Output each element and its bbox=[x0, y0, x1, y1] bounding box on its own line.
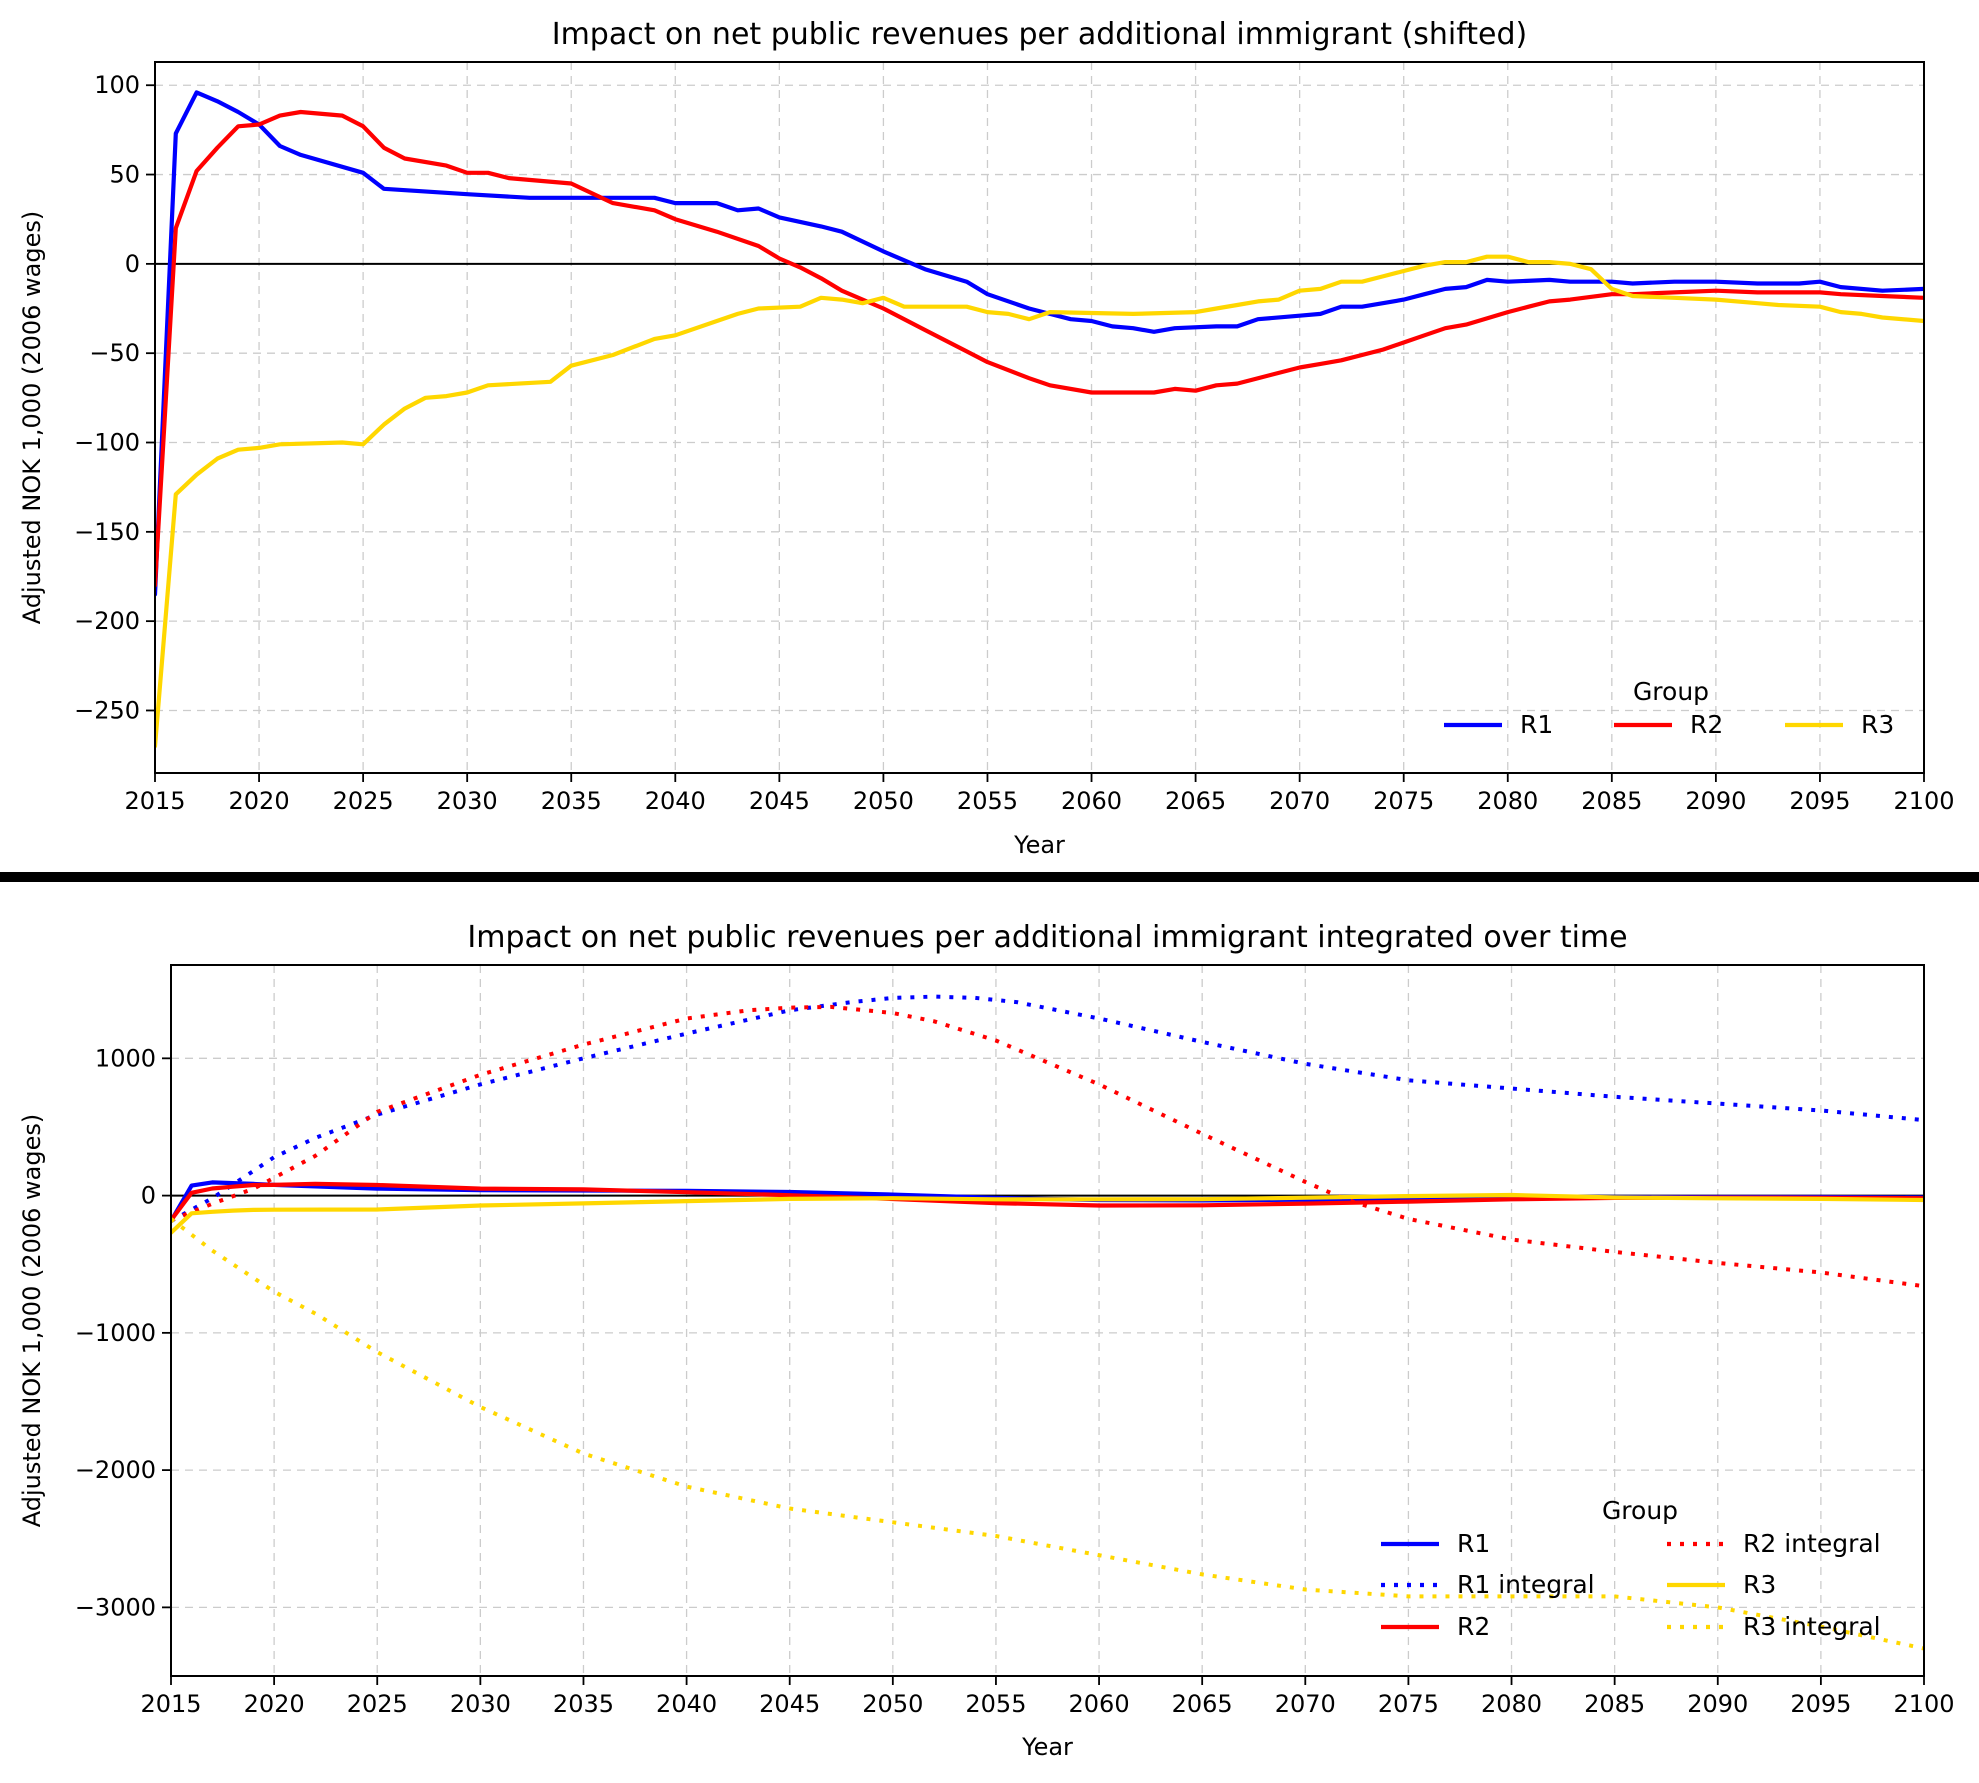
x-tick-label: 2055 bbox=[965, 1690, 1026, 1718]
x-tick-label: 2045 bbox=[759, 1690, 820, 1718]
x-tick-label: 2075 bbox=[1378, 1690, 1439, 1718]
x-tick-label: 2050 bbox=[853, 787, 914, 815]
x-tick-label: 2045 bbox=[749, 787, 810, 815]
x-tick-label: 2055 bbox=[957, 787, 1018, 815]
x-tick-label: 2085 bbox=[1584, 1690, 1645, 1718]
x-tick-label: 2070 bbox=[1275, 1690, 1336, 1718]
axes-frame bbox=[162, 964, 1925, 1685]
legend-label: R2 integral bbox=[1743, 1529, 1881, 1558]
x-tick-label: 2030 bbox=[437, 787, 498, 815]
y-tick-label: 1000 bbox=[95, 1044, 156, 1072]
x-tick-label: 2015 bbox=[124, 787, 185, 815]
series-line-r2 bbox=[155, 109, 1924, 588]
legend-title: Group bbox=[1602, 1496, 1678, 1525]
y-tick-label: −50 bbox=[89, 339, 140, 367]
series-line-r2 bbox=[171, 1181, 1924, 1223]
x-tick-label: 2025 bbox=[333, 787, 394, 815]
panel-separator bbox=[0, 872, 1979, 882]
y-tick-label: −150 bbox=[74, 518, 140, 546]
y-tick-label: −1000 bbox=[75, 1319, 156, 1347]
tick-labels: 2015 2020 2025 2030 2035 2040 2045 2050 2055 2060… bbox=[75, 1044, 1955, 1718]
x-tick-label: 2060 bbox=[1061, 787, 1122, 815]
chart-title: Impact on net public revenues per additi… bbox=[467, 920, 1627, 955]
legend-label: R3 bbox=[1861, 710, 1894, 739]
x-tick-label: 2095 bbox=[1789, 787, 1850, 815]
y-axis-label: Adjusted NOK 1,000 (2006 wages) bbox=[18, 211, 46, 624]
tick-labels: 2015 2020 2025 2030 2035 2040 2045 2050 2055 2060… bbox=[74, 71, 1954, 815]
y-tick-label: −250 bbox=[74, 696, 140, 724]
series-line-r3-integral bbox=[171, 1217, 1924, 1651]
grid-lines bbox=[154, 62, 1925, 773]
legend-label: R1 bbox=[1457, 1529, 1490, 1558]
x-tick-label: 2020 bbox=[244, 1690, 305, 1718]
y-tick-label: 0 bbox=[125, 250, 140, 278]
y-tick-label: 0 bbox=[141, 1182, 156, 1210]
series-line-r1-integral bbox=[171, 994, 1924, 1223]
series-line-r1 bbox=[155, 90, 1924, 597]
x-tick-label: 2060 bbox=[1069, 1690, 1130, 1718]
y-tick-label: 50 bbox=[109, 161, 140, 189]
series-line-r3 bbox=[171, 1192, 1924, 1235]
x-axis-label: Year bbox=[1013, 831, 1065, 859]
legend-label: R3 integral bbox=[1743, 1612, 1881, 1641]
y-axis-label: Adjusted NOK 1,000 (2006 wages) bbox=[18, 1114, 46, 1527]
series-lines bbox=[155, 90, 1924, 749]
x-tick-label: 2035 bbox=[541, 787, 602, 815]
plot-frame bbox=[170, 964, 1925, 1677]
legend-label: R1 bbox=[1520, 710, 1553, 739]
y-tick-label: 100 bbox=[94, 71, 140, 99]
x-tick-label: 2090 bbox=[1685, 787, 1746, 815]
y-tick-label: −3000 bbox=[75, 1593, 156, 1621]
x-tick-label: 2040 bbox=[645, 787, 706, 815]
x-tick-label: 2070 bbox=[1269, 787, 1330, 815]
chart-panel-integrated: Impact on net public revenues per additi… bbox=[18, 920, 1955, 1761]
x-tick-label: 2075 bbox=[1373, 787, 1434, 815]
y-tick-label: −200 bbox=[74, 607, 140, 635]
x-tick-label: 2035 bbox=[553, 1690, 614, 1718]
x-tick-label: 2050 bbox=[862, 1690, 923, 1718]
legend-label: R1 integral bbox=[1457, 1570, 1595, 1599]
x-tick-label: 2025 bbox=[347, 1690, 408, 1718]
axes-frame bbox=[146, 61, 1925, 782]
x-tick-label: 2020 bbox=[229, 787, 290, 815]
x-tick-label: 2065 bbox=[1165, 787, 1226, 815]
x-tick-label: 2015 bbox=[140, 1690, 201, 1718]
legend-label: R2 bbox=[1457, 1612, 1490, 1641]
x-tick-label: 2100 bbox=[1893, 1690, 1954, 1718]
legend: Group R1 R2 R3 bbox=[1444, 677, 1894, 739]
x-tick-label: 2090 bbox=[1687, 1690, 1748, 1718]
chart-panel-shifted: Impact on net public revenues per additi… bbox=[18, 17, 1955, 859]
x-tick-label: 2030 bbox=[450, 1690, 511, 1718]
x-axis-label: Year bbox=[1021, 1733, 1073, 1761]
legend-label: R3 bbox=[1743, 1570, 1776, 1599]
chart-title: Impact on net public revenues per additi… bbox=[552, 17, 1528, 52]
series-line-r2-integral bbox=[171, 1004, 1924, 1289]
plot-frame bbox=[154, 61, 1925, 774]
x-tick-label: 2080 bbox=[1481, 1690, 1542, 1718]
legend-title: Group bbox=[1633, 677, 1709, 706]
x-tick-label: 2065 bbox=[1172, 1690, 1233, 1718]
legend-label: R2 bbox=[1690, 710, 1723, 739]
x-tick-label: 2085 bbox=[1581, 787, 1642, 815]
series-lines bbox=[171, 994, 1924, 1651]
x-tick-label: 2080 bbox=[1477, 787, 1538, 815]
legend: Group R1 R1 integral R2 R2 integral R3 R3 int… bbox=[1381, 1496, 1881, 1641]
x-tick-label: 2040 bbox=[656, 1690, 717, 1718]
series-line-r3 bbox=[155, 254, 1924, 749]
y-tick-label: −2000 bbox=[75, 1456, 156, 1484]
y-tick-label: −100 bbox=[74, 429, 140, 457]
x-tick-label: 2095 bbox=[1790, 1690, 1851, 1718]
x-tick-label: 2100 bbox=[1893, 787, 1954, 815]
